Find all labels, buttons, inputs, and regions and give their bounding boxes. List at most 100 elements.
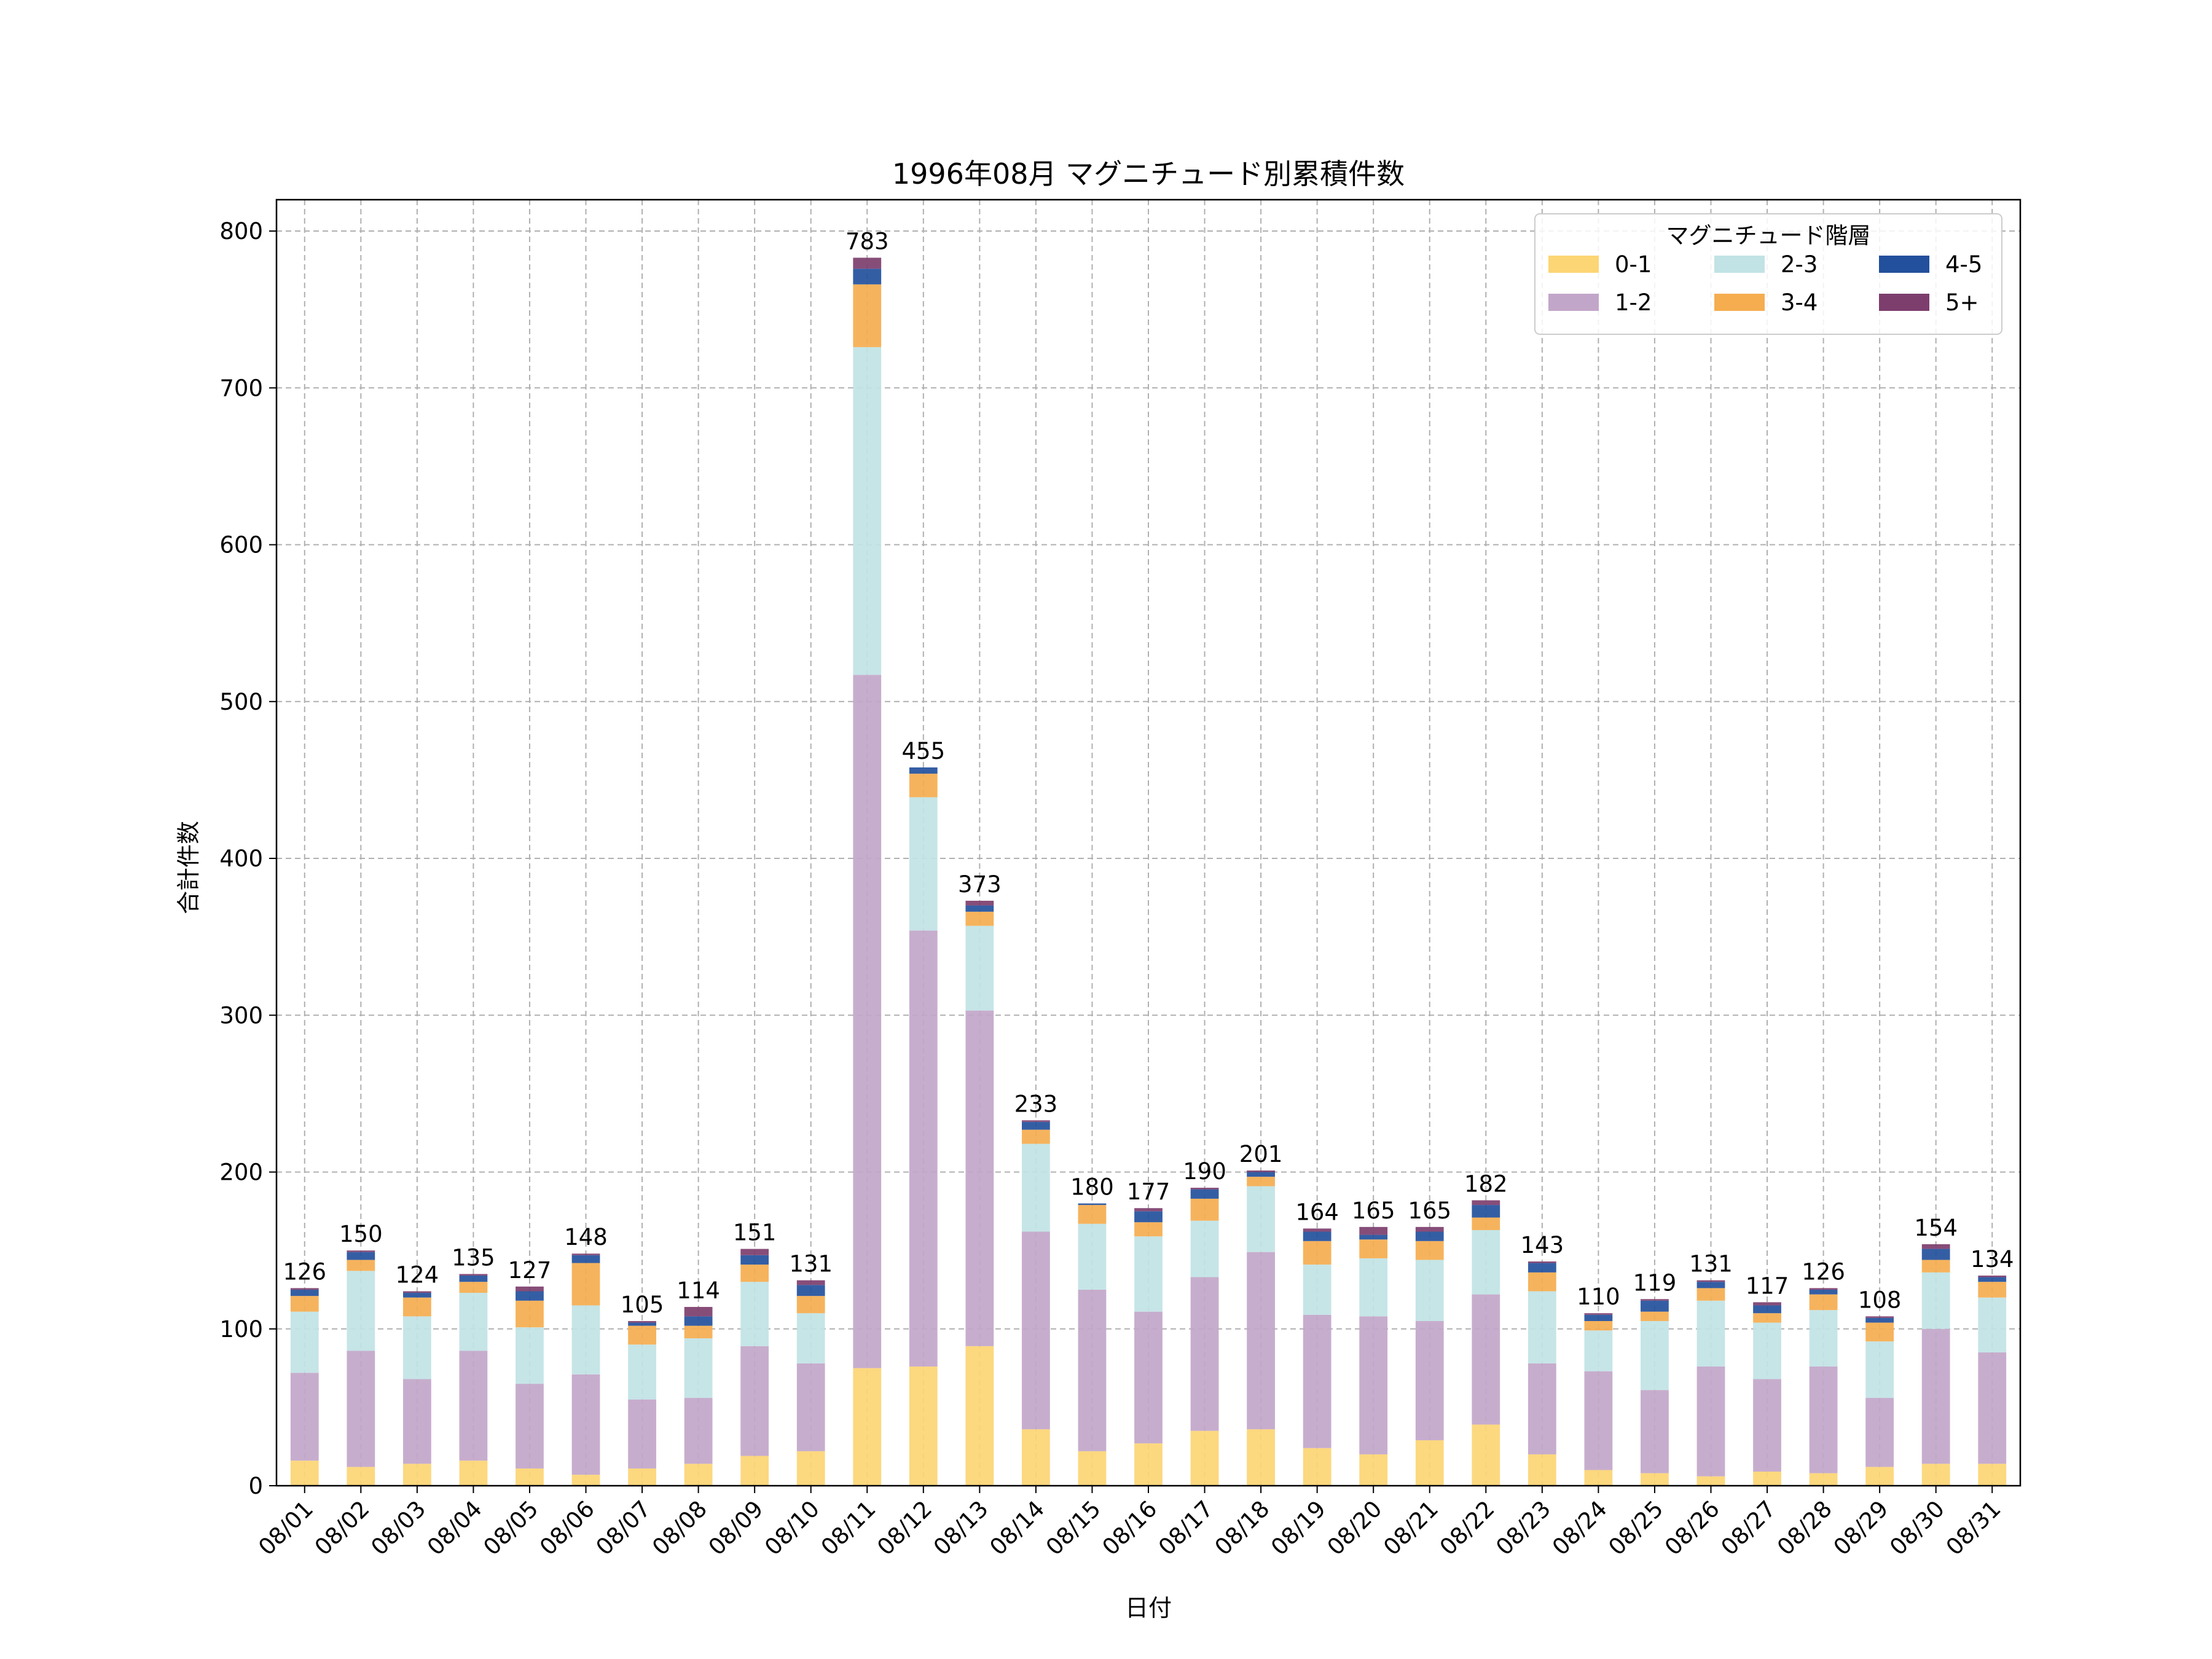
- bar-segment-0-1: [1472, 1424, 1500, 1486]
- bar-segment-3-4: [1641, 1311, 1669, 1321]
- bar-segment-1-2: [965, 1010, 994, 1346]
- bar-segment-1-2: [347, 1351, 375, 1467]
- bar-segment-3-4: [1584, 1320, 1613, 1331]
- bar-segment-2-3: [459, 1293, 488, 1351]
- bar-segment-3-4: [1472, 1217, 1500, 1230]
- bar-segment-4-5: [1303, 1231, 1332, 1241]
- bar-segment-4-5: [1190, 1189, 1219, 1199]
- bar-segment-2-3: [1247, 1186, 1275, 1252]
- bar-segment-0-1: [1190, 1430, 1219, 1486]
- bar-segment-3-4: [1865, 1322, 1894, 1342]
- bar-segment-2-3: [1415, 1260, 1444, 1321]
- bar-segment-2-3: [1472, 1230, 1500, 1295]
- bar-segment-3-4: [1921, 1260, 1950, 1273]
- bar-segment-3-4: [1528, 1272, 1556, 1292]
- bar-segment-5+: [290, 1288, 319, 1290]
- legend-swatch-4-5: [1879, 256, 1929, 273]
- bar-segment-4-5: [1978, 1277, 2007, 1282]
- bar-segment-5+: [796, 1280, 825, 1285]
- bar-segment-5+: [1190, 1188, 1219, 1190]
- bar-segment-3-4: [402, 1297, 431, 1317]
- bar-segment-4-5: [516, 1291, 544, 1301]
- bar-segment-1-2: [1134, 1311, 1163, 1444]
- bar-segment-1-2: [1978, 1352, 2007, 1464]
- bar-segment-1-2: [1921, 1328, 1950, 1464]
- bar-segment-2-3: [853, 347, 882, 675]
- bar-segment-5+: [965, 900, 994, 906]
- bar-segment-2-3: [628, 1344, 656, 1400]
- bar-segment-0-1: [1753, 1472, 1781, 1486]
- bar-segment-4-5: [740, 1255, 769, 1265]
- bar-segment-1-2: [1472, 1294, 1500, 1425]
- bar-segment-0-1: [1865, 1467, 1894, 1486]
- legend-swatch-1-2: [1548, 294, 1599, 311]
- bar-segment-4-5: [1134, 1211, 1163, 1223]
- bar-segment-3-4: [909, 774, 938, 798]
- bar-segment-2-3: [402, 1316, 431, 1379]
- bar-total-label: 127: [508, 1257, 552, 1284]
- bar-segment-5+: [1303, 1228, 1332, 1232]
- bar-total-label: 180: [1070, 1174, 1114, 1201]
- bar-segment-5+: [740, 1249, 769, 1255]
- bar-segment-4-5: [347, 1252, 375, 1260]
- bar-segment-5+: [1921, 1244, 1950, 1249]
- bar-segment-2-3: [1303, 1265, 1332, 1315]
- bar-segment-0-1: [402, 1464, 431, 1486]
- bar-segment-0-1: [1078, 1451, 1107, 1486]
- bar-segment-5+: [1641, 1299, 1669, 1301]
- bar-total-label: 150: [339, 1221, 383, 1247]
- bar-segment-4-5: [1472, 1205, 1500, 1218]
- bar-segment-0-1: [1359, 1454, 1388, 1486]
- legend-swatch-2-3: [1714, 256, 1765, 273]
- bar-segment-3-4: [628, 1325, 656, 1345]
- bar-total-label: 126: [1802, 1258, 1845, 1285]
- legend-swatch-0-1: [1548, 256, 1599, 273]
- bar-total-label: 126: [283, 1258, 326, 1285]
- bar-segment-3-4: [1134, 1222, 1163, 1237]
- y-tick-label: 500: [219, 689, 263, 715]
- bar-total-label: 119: [1633, 1269, 1677, 1296]
- bar-segment-1-2: [402, 1379, 431, 1464]
- bar-segment-2-3: [1978, 1297, 2007, 1353]
- bar-segment-4-5: [909, 767, 938, 774]
- bar-total-label: 164: [1295, 1199, 1339, 1225]
- bar-segment-0-1: [1415, 1440, 1444, 1486]
- bar-segment-2-3: [1134, 1236, 1163, 1312]
- bar-segment-3-4: [1078, 1205, 1107, 1224]
- bar-segment-2-3: [1753, 1322, 1781, 1379]
- y-tick-label: 300: [219, 1002, 263, 1029]
- bar-segment-2-3: [1528, 1291, 1556, 1363]
- bar-segment-1-2: [1022, 1231, 1050, 1430]
- bar-segment-3-4: [347, 1260, 375, 1271]
- bar-segment-2-3: [290, 1311, 319, 1373]
- bar-segment-2-3: [1865, 1341, 1894, 1398]
- bar-segment-3-4: [1415, 1241, 1444, 1260]
- bar-segment-1-2: [684, 1398, 713, 1464]
- bar-segment-2-3: [740, 1282, 769, 1346]
- bar-segment-3-4: [516, 1300, 544, 1328]
- bar-segment-1-2: [853, 675, 882, 1368]
- bar-segment-5+: [402, 1291, 431, 1293]
- bar-segment-2-3: [965, 925, 994, 1011]
- bar-segment-2-3: [684, 1338, 713, 1398]
- bar-total-label: 373: [958, 871, 1002, 898]
- bar-segment-0-1: [1696, 1476, 1725, 1486]
- bar-segment-3-4: [571, 1263, 600, 1306]
- bar-segment-5+: [1472, 1200, 1500, 1206]
- bar-segment-4-5: [1641, 1300, 1669, 1312]
- bar-total-label: 143: [1521, 1232, 1564, 1258]
- bar-segment-2-3: [1078, 1223, 1107, 1290]
- bar-segment-2-3: [796, 1313, 825, 1363]
- legend-title: マグニチュード階層: [1666, 222, 1871, 249]
- bar-total-label: 201: [1239, 1141, 1283, 1167]
- y-tick-label: 600: [219, 532, 263, 559]
- bar-segment-0-1: [740, 1456, 769, 1486]
- bar-segment-5+: [853, 257, 882, 269]
- bar-segment-4-5: [1078, 1203, 1107, 1206]
- bar-total-label: 124: [396, 1261, 439, 1288]
- bar-segment-4-5: [1528, 1263, 1556, 1273]
- bar-segment-4-5: [1865, 1317, 1894, 1323]
- bar-segment-4-5: [1359, 1234, 1388, 1240]
- y-tick-label: 0: [248, 1473, 263, 1499]
